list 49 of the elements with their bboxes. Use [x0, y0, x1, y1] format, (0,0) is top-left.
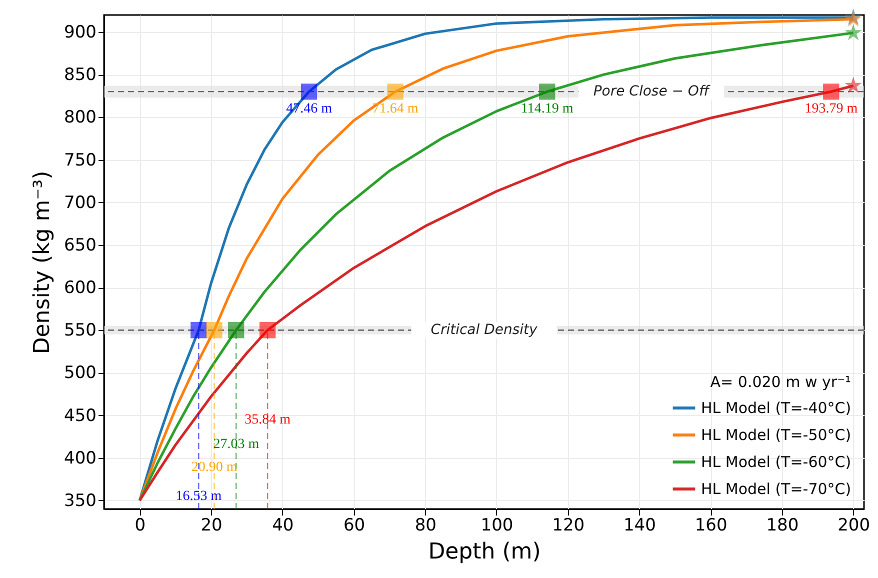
- ref-line-label: Critical Density: [430, 322, 538, 338]
- x-tick-label: 0: [134, 516, 146, 536]
- x-tick-label: 100: [480, 516, 514, 536]
- x-tick-label: 80: [414, 516, 436, 536]
- x-tick-label: 40: [272, 516, 294, 536]
- annotation: 193.79 m: [804, 102, 858, 117]
- x-axis-title: Depth (m): [428, 540, 541, 564]
- y-tick-label: 500: [64, 363, 96, 384]
- annotation: 35.84 m: [244, 412, 291, 428]
- point: [387, 84, 404, 100]
- point: [846, 24, 861, 40]
- point: [190, 322, 207, 338]
- y-tick-label: 400: [64, 448, 96, 468]
- y-tick-label: 800: [64, 108, 96, 128]
- y-tick-label: 350: [64, 490, 96, 511]
- y-tick-label: 600: [64, 278, 96, 298]
- y-tick-label: 850: [64, 65, 96, 86]
- point: [300, 84, 318, 100]
- ref-line-label: Pore Close − Off: [593, 84, 711, 100]
- x-tick-label: 20: [200, 516, 222, 536]
- legend-label: HL Model (T=-40°C): [701, 399, 852, 417]
- y-tick-label: 750: [64, 150, 96, 170]
- point: [823, 84, 840, 100]
- y-tick-label: 700: [64, 192, 96, 213]
- legend-label: HL Model (T=-60°C): [701, 453, 852, 471]
- y-tick-label: 550: [64, 320, 96, 341]
- legend-label: HL Model (T=-70°C): [701, 480, 852, 498]
- x-tick-label: 120: [552, 516, 585, 536]
- annotation: 16.53 m: [176, 489, 222, 504]
- y-tick-label: 650: [64, 235, 96, 256]
- legend-label: HL Model (T=-50°C): [701, 426, 852, 444]
- x-tick-label: 180: [766, 516, 799, 536]
- point: [539, 84, 556, 100]
- point: [228, 322, 244, 338]
- legend-title: A= 0.020 m w yr⁻¹: [710, 373, 851, 391]
- annotation: 27.03 m: [213, 437, 260, 452]
- x-tick-label: 160: [694, 516, 728, 536]
- annotation: 114.19 m: [520, 102, 574, 117]
- y-tick-label: 450: [64, 406, 96, 426]
- point: [846, 78, 861, 92]
- y-tick-label: 900: [64, 22, 96, 43]
- point: [259, 322, 276, 338]
- x-tick-label: 140: [623, 516, 656, 536]
- point: [206, 322, 222, 338]
- annotation: 20.90 m: [191, 460, 238, 476]
- annotation: 71.64 m: [372, 102, 418, 117]
- y-axis-title: Density (kg m⁻³): [30, 170, 56, 354]
- x-tick-label: 60: [343, 516, 366, 536]
- x-tick-label: 200: [838, 516, 870, 536]
